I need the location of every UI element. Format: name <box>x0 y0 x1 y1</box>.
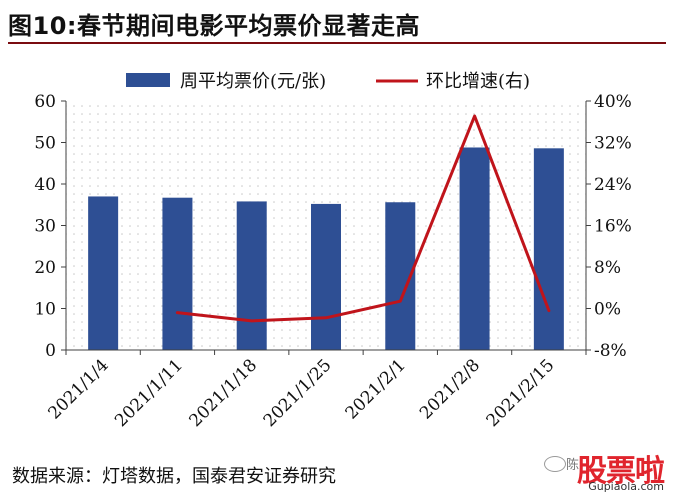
y-right-tick-label: 24% <box>594 175 632 195</box>
y-right-tick-label: 32% <box>594 134 632 154</box>
watermark-brand: 股票啦 <box>577 454 665 489</box>
title-divider <box>8 42 666 44</box>
y-right-tick-label: 16% <box>594 217 632 237</box>
chart-title: 图10:春节期间电影平均票价显著走高 <box>8 12 420 40</box>
source-note: 数据来源：灯塔数据，国泰君安证券研究 <box>12 466 336 487</box>
x-tick-label: 2021/1/18 <box>185 355 261 431</box>
series-line <box>175 114 551 323</box>
bar <box>533 148 564 350</box>
x-tick-label: 2021/2/15 <box>483 355 559 431</box>
bar <box>311 203 341 350</box>
x-tick-label: 2021/1/11 <box>111 355 187 431</box>
y-left-tick-label: 30 <box>34 217 56 237</box>
chart: 周平均票价(元/张) 环比增速(右) 0 10 20 30 40 50 60 -8% 0% 8% 16… <box>34 71 632 431</box>
watermark: 陈 股票啦 Gupiaola.com <box>544 446 666 496</box>
x-tick-label: 2021/1/4 <box>45 355 113 423</box>
y-right-tick-label: 8% <box>594 258 621 278</box>
y-right-tick-label: -8% <box>594 341 627 361</box>
legend-line-label: 环比增速(右) <box>426 71 530 92</box>
legend-bar-label: 周平均票价(元/张) <box>180 71 326 92</box>
y-left-tick-label: 10 <box>34 300 56 320</box>
bar <box>459 147 490 350</box>
bar <box>88 196 119 350</box>
watermark-url: Gupiaola.com <box>588 480 664 493</box>
watermark-prefix: 陈 <box>566 458 580 473</box>
x-tick-label: 2021/2/1 <box>342 355 410 423</box>
legend-bar-swatch <box>126 73 170 87</box>
x-tick-label: 2021/1/25 <box>260 355 336 431</box>
bar <box>162 197 193 350</box>
y-left-tick-label: 40 <box>34 175 56 195</box>
legend: 周平均票价(元/张) 环比增速(右) <box>126 71 530 92</box>
y-right-tick-label: 40% <box>594 92 632 112</box>
x-tick-label: 2021/2/8 <box>416 355 484 423</box>
y-left-tick-label: 60 <box>34 92 56 112</box>
y-left-tick-label: 50 <box>34 134 56 154</box>
line-series <box>175 114 551 323</box>
bar <box>236 201 267 350</box>
y-left-tick-label: 0 <box>45 341 56 361</box>
y-right-tick-label: 0% <box>594 300 621 320</box>
y-left-tick-label: 20 <box>34 258 56 278</box>
wechat-icon <box>544 456 566 472</box>
